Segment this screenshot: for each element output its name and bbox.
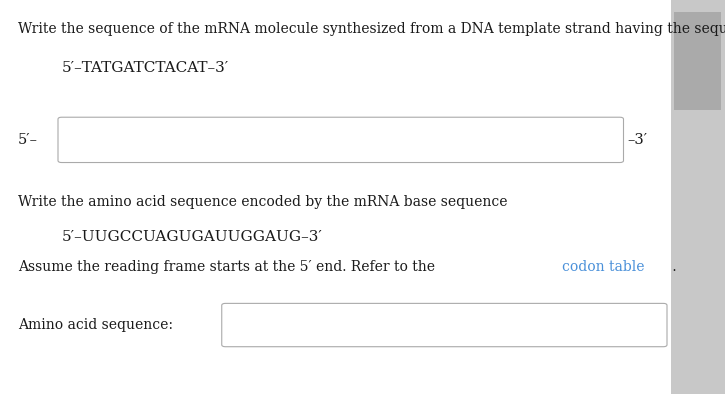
Text: 5′–: 5′– <box>18 133 38 147</box>
FancyBboxPatch shape <box>58 117 624 162</box>
Text: Amino acid sequence:: Amino acid sequence: <box>18 318 173 332</box>
Text: 5′–UUGCCUAGUGAUUGGAUG–3′: 5′–UUGCCUAGUGAUUGGAUG–3′ <box>62 230 323 245</box>
Text: 5′–TATGATCTACAT–3′: 5′–TATGATCTACAT–3′ <box>62 61 229 75</box>
FancyBboxPatch shape <box>671 0 725 394</box>
Text: –3′: –3′ <box>627 133 647 147</box>
FancyBboxPatch shape <box>222 303 667 347</box>
FancyBboxPatch shape <box>0 0 671 394</box>
Text: .: . <box>668 260 677 274</box>
Text: Write the amino acid sequence encoded by the mRNA base sequence: Write the amino acid sequence encoded by… <box>18 195 507 209</box>
Text: Assume the reading frame starts at the 5′ end. Refer to the: Assume the reading frame starts at the 5… <box>18 260 439 274</box>
Text: codon table: codon table <box>562 260 645 274</box>
Text: Write the sequence of the mRNA molecule synthesized from a DNA template strand h: Write the sequence of the mRNA molecule … <box>18 22 725 36</box>
FancyBboxPatch shape <box>674 12 721 110</box>
